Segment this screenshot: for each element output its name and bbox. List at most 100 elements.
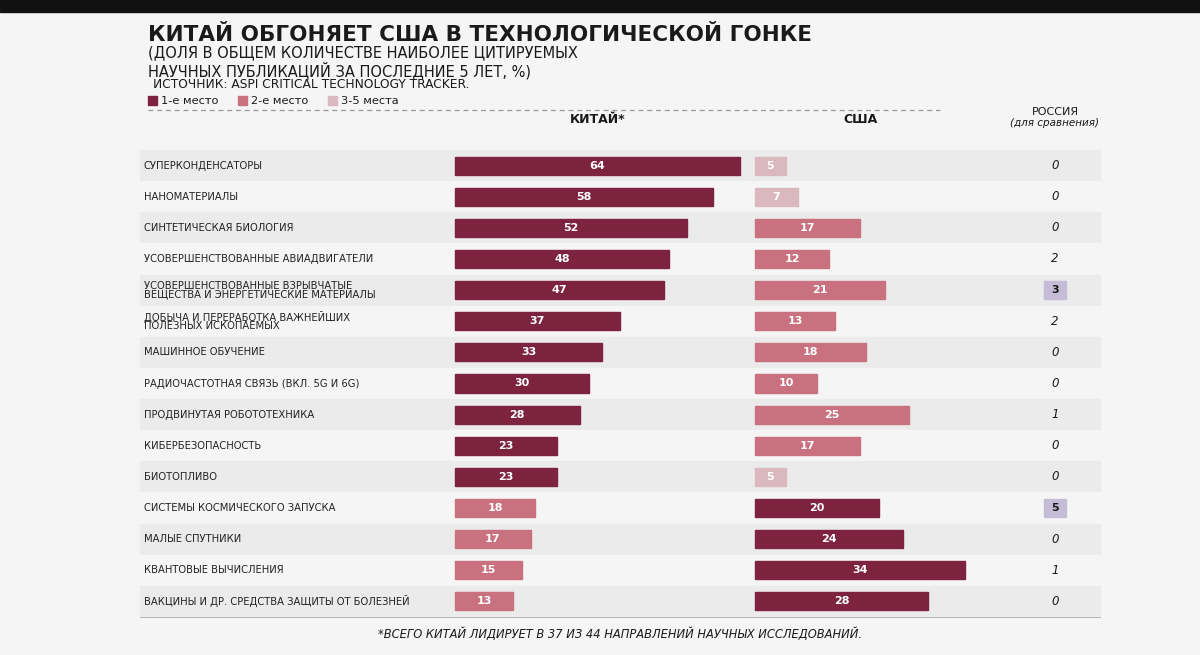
Bar bbox=[140, 337, 1100, 368]
Text: ДОБЫЧА И ПЕРЕРАБОТКА ВАЖНЕЙШИХ: ДОБЫЧА И ПЕРЕРАБОТКА ВАЖНЕЙШИХ bbox=[144, 310, 350, 323]
Bar bbox=[140, 555, 1100, 586]
Bar bbox=[455, 592, 512, 610]
Bar bbox=[755, 157, 786, 175]
Text: 13: 13 bbox=[787, 316, 803, 326]
Bar bbox=[755, 561, 965, 579]
Text: 15: 15 bbox=[481, 565, 496, 575]
Bar bbox=[1044, 499, 1066, 517]
Bar bbox=[755, 375, 817, 392]
Bar bbox=[755, 219, 860, 237]
Text: ИСТОЧНИК: ASPI CRITICAL TECHNOLOGY TRACKER.: ИСТОЧНИК: ASPI CRITICAL TECHNOLOGY TRACK… bbox=[154, 78, 469, 91]
Text: 5: 5 bbox=[1051, 503, 1058, 513]
Bar bbox=[140, 306, 1100, 337]
Text: 17: 17 bbox=[799, 223, 815, 233]
Bar bbox=[755, 592, 928, 610]
Text: 0: 0 bbox=[1051, 159, 1058, 172]
Text: 0: 0 bbox=[1051, 440, 1058, 452]
Text: БИОТОПЛИВО: БИОТОПЛИВО bbox=[144, 472, 217, 482]
Bar bbox=[140, 493, 1100, 523]
Text: 0: 0 bbox=[1051, 190, 1058, 203]
Bar bbox=[455, 219, 686, 237]
Bar bbox=[755, 499, 878, 517]
Text: НАНОМАТЕРИАЛЫ: НАНОМАТЕРИАЛЫ bbox=[144, 192, 238, 202]
Text: 28: 28 bbox=[510, 409, 526, 420]
Text: 3: 3 bbox=[1051, 285, 1058, 295]
Bar bbox=[455, 312, 619, 330]
Text: 5: 5 bbox=[767, 160, 774, 170]
Text: США: США bbox=[842, 113, 877, 126]
Bar bbox=[755, 437, 860, 455]
Text: 0: 0 bbox=[1051, 533, 1058, 546]
Bar bbox=[755, 188, 798, 206]
Text: НАУЧНЫХ ПУБЛИКАЦИЙ ЗА ПОСЛЕДНИЕ 5 ЛЕТ, %): НАУЧНЫХ ПУБЛИКАЦИЙ ЗА ПОСЛЕДНИЕ 5 ЛЕТ, %… bbox=[148, 61, 530, 79]
Text: 7: 7 bbox=[773, 192, 780, 202]
Text: (для сравнения): (для сравнения) bbox=[1010, 118, 1099, 128]
Bar bbox=[455, 250, 668, 268]
Text: 0: 0 bbox=[1051, 595, 1058, 608]
Bar bbox=[755, 250, 829, 268]
Text: 17: 17 bbox=[485, 534, 500, 544]
Text: 23: 23 bbox=[498, 472, 514, 482]
Text: 33: 33 bbox=[521, 347, 536, 358]
Bar bbox=[140, 586, 1100, 617]
Bar bbox=[755, 312, 835, 330]
Text: 17: 17 bbox=[799, 441, 815, 451]
Bar bbox=[140, 430, 1100, 461]
Text: 1-е место: 1-е место bbox=[161, 96, 218, 105]
Bar bbox=[140, 368, 1100, 399]
Text: 28: 28 bbox=[834, 597, 850, 607]
Bar bbox=[328, 96, 337, 105]
Bar bbox=[1044, 281, 1066, 299]
Text: 13: 13 bbox=[476, 597, 492, 607]
Text: 64: 64 bbox=[589, 160, 605, 170]
Bar bbox=[455, 405, 580, 424]
Text: 0: 0 bbox=[1051, 221, 1058, 234]
Text: 0: 0 bbox=[1051, 470, 1058, 483]
Bar bbox=[755, 468, 786, 486]
Text: 0: 0 bbox=[1051, 377, 1058, 390]
Bar bbox=[755, 343, 866, 362]
Text: 47: 47 bbox=[552, 285, 568, 295]
Bar bbox=[140, 274, 1100, 306]
Text: 0: 0 bbox=[1051, 346, 1058, 359]
Text: КИТАЙ*: КИТАЙ* bbox=[570, 113, 625, 126]
Text: 5: 5 bbox=[767, 472, 774, 482]
Text: 1: 1 bbox=[1051, 564, 1058, 577]
Text: УСОВЕРШЕНСТВОВАННЫЕ ВЗРЫВЧАТЫЕ: УСОВЕРШЕНСТВОВАННЫЕ ВЗРЫВЧАТЫЕ bbox=[144, 280, 353, 291]
Text: 3-5 места: 3-5 места bbox=[341, 96, 398, 105]
Text: 52: 52 bbox=[563, 223, 578, 233]
Text: 20: 20 bbox=[809, 503, 824, 513]
Text: ВЕЩЕСТВА И ЭНЕРГЕТИЧЕСКИЕ МАТЕРИАЛЫ: ВЕЩЕСТВА И ЭНЕРГЕТИЧЕСКИЕ МАТЕРИАЛЫ bbox=[144, 290, 376, 299]
Bar bbox=[455, 343, 602, 362]
Bar bbox=[755, 530, 904, 548]
Bar bbox=[140, 150, 1100, 181]
Text: 34: 34 bbox=[852, 565, 868, 575]
Text: УСОВЕРШЕНСТВОВАННЫЕ АВИАДВИГАТЕЛИ: УСОВЕРШЕНСТВОВАННЫЕ АВИАДВИГАТЕЛИ bbox=[144, 254, 373, 264]
Bar bbox=[140, 212, 1100, 244]
Text: *ВСЕГО КИТАЙ ЛИДИРУЕТ В 37 ИЗ 44 НАПРАВЛЕНИЙ НАУЧНЫХ ИССЛЕДОВАНИЙ.: *ВСЕГО КИТАЙ ЛИДИРУЕТ В 37 ИЗ 44 НАПРАВЛ… bbox=[378, 627, 862, 641]
Text: ВАКЦИНЫ И ДР. СРЕДСТВА ЗАЩИТЫ ОТ БОЛЕЗНЕЙ: ВАКЦИНЫ И ДР. СРЕДСТВА ЗАЩИТЫ ОТ БОЛЕЗНЕ… bbox=[144, 595, 409, 607]
Text: 1: 1 bbox=[1051, 408, 1058, 421]
Text: 23: 23 bbox=[498, 441, 514, 451]
Text: МАШИННОЕ ОБУЧЕНИЕ: МАШИННОЕ ОБУЧЕНИЕ bbox=[144, 347, 265, 358]
Text: КИТАЙ ОБГОНЯЕТ США В ТЕХНОЛОГИЧЕСКОЙ ГОНКЕ: КИТАЙ ОБГОНЯЕТ США В ТЕХНОЛОГИЧЕСКОЙ ГОН… bbox=[148, 25, 812, 45]
Bar bbox=[140, 399, 1100, 430]
Bar bbox=[140, 523, 1100, 555]
Bar bbox=[455, 188, 713, 206]
Bar bbox=[0, 0, 1200, 12]
Bar bbox=[455, 561, 522, 579]
Text: 37: 37 bbox=[529, 316, 545, 326]
Text: МАЛЫЕ СПУТНИКИ: МАЛЫЕ СПУТНИКИ bbox=[144, 534, 241, 544]
Text: 2: 2 bbox=[1051, 315, 1058, 328]
Bar bbox=[140, 461, 1100, 493]
Text: 21: 21 bbox=[812, 285, 828, 295]
Text: КИБЕРБЕЗОПАСНОСТЬ: КИБЕРБЕЗОПАСНОСТЬ bbox=[144, 441, 262, 451]
Text: 18: 18 bbox=[803, 347, 818, 358]
Text: СУПЕРКОНДЕНСАТОРЫ: СУПЕРКОНДЕНСАТОРЫ bbox=[144, 160, 263, 170]
Text: 2: 2 bbox=[1051, 252, 1058, 265]
Bar bbox=[140, 181, 1100, 212]
Bar bbox=[238, 96, 247, 105]
Text: 18: 18 bbox=[487, 503, 503, 513]
Text: 48: 48 bbox=[554, 254, 570, 264]
Text: ПОЛЕЗНЫХ ИСКОПАЕМЫХ: ПОЛЕЗНЫХ ИСКОПАЕМЫХ bbox=[144, 321, 280, 331]
